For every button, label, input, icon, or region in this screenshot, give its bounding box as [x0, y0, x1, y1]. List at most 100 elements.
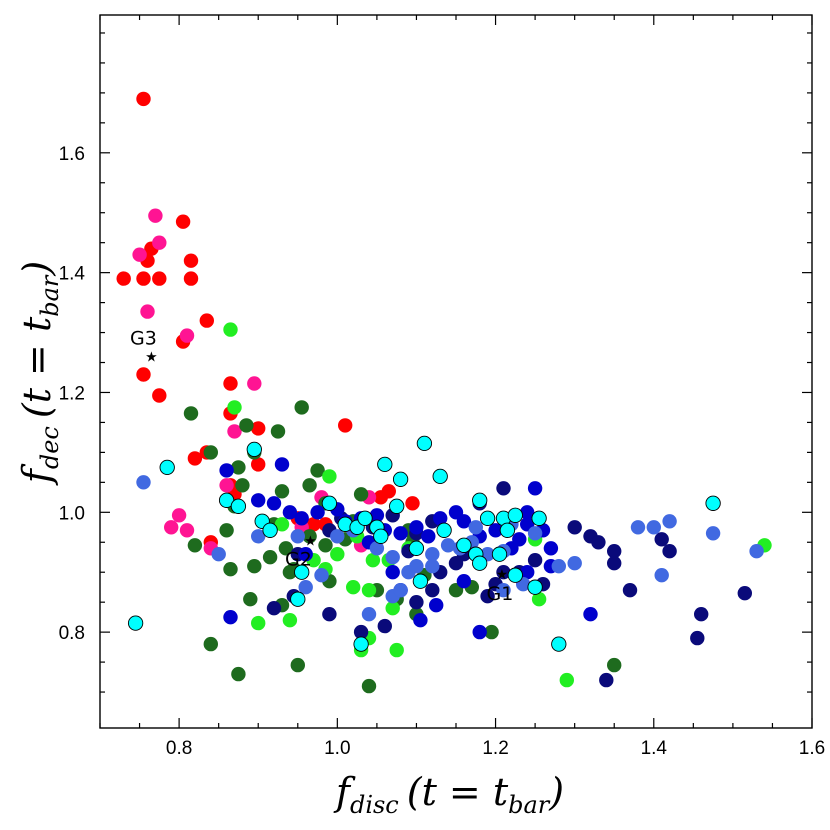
point-navy-14 — [527, 553, 543, 568]
point-red-6 — [136, 367, 151, 382]
y-axis-label: fdec(t = tbar) — [15, 261, 64, 486]
point-royal-7 — [385, 550, 400, 565]
point-darkgreen-4 — [231, 460, 246, 475]
point-royal-27 — [393, 583, 408, 598]
point-navy-19 — [607, 544, 622, 559]
x-tick-label-3: 1.4 — [641, 738, 668, 759]
point-blue-4 — [282, 505, 298, 520]
point-pink-4 — [179, 328, 195, 343]
point-red-28 — [338, 418, 353, 433]
point-navy-27 — [599, 672, 614, 688]
point-blue-30 — [385, 565, 400, 580]
point-red-16 — [187, 451, 203, 466]
point-blue-17 — [456, 514, 472, 529]
point-navy-22 — [654, 532, 669, 547]
point-navy-21 — [622, 583, 638, 598]
point-green-5 — [346, 580, 361, 595]
point-cyan-1 — [159, 459, 175, 476]
point-cyan-17 — [389, 498, 405, 514]
point-blue-25 — [543, 541, 559, 556]
point-blue-15 — [433, 511, 448, 526]
point-cyan-29 — [507, 507, 523, 523]
point-navy-12 — [496, 565, 511, 580]
point-cyan-32 — [531, 510, 547, 526]
point-red-7 — [152, 388, 167, 403]
point-blue-1 — [274, 457, 290, 472]
point-navy-26 — [737, 586, 752, 601]
point-navy-16 — [567, 520, 582, 535]
point-blue-36 — [429, 598, 444, 613]
point-cyan-4 — [230, 498, 247, 514]
point-navy-10 — [480, 589, 495, 604]
point-darkgreen-39 — [607, 657, 622, 673]
point-royal-24 — [705, 526, 721, 541]
point-darkgreen-36 — [290, 657, 305, 673]
point-red-26 — [381, 484, 396, 499]
point-royal-0 — [136, 475, 151, 490]
point-pink-9 — [164, 520, 179, 535]
point-green-20 — [322, 469, 337, 484]
point-cyan-20 — [416, 435, 433, 452]
point-red-23 — [306, 517, 321, 532]
point-red-5 — [152, 271, 167, 286]
point-cyan-6 — [262, 522, 278, 538]
point-blue-23 — [527, 481, 543, 496]
point-royal-33 — [496, 583, 511, 598]
point-darkgreen-37 — [361, 678, 377, 694]
point-navy-18 — [591, 535, 606, 550]
x-tick-label-0: 0.8 — [166, 738, 192, 759]
point-darkgreen-9 — [270, 424, 286, 439]
point-navy-28 — [496, 481, 511, 496]
point-darkgreen-5 — [235, 478, 250, 493]
point-cyan-27 — [491, 546, 508, 562]
point-royal-22 — [654, 568, 669, 583]
point-green-4 — [330, 547, 345, 562]
point-red-2 — [136, 271, 151, 286]
point-cyan-16 — [392, 471, 409, 487]
point-cyan-25 — [472, 492, 488, 508]
y-tick-label-4: 1.6 — [59, 144, 85, 165]
point-royal-11 — [440, 538, 456, 553]
point-cyan-0 — [127, 615, 144, 631]
point-cyan-14 — [373, 528, 389, 544]
point-pink-0 — [148, 208, 163, 223]
point-green-11 — [251, 615, 266, 631]
point-navy-25 — [690, 630, 705, 646]
point-royal-6 — [369, 541, 385, 556]
point-pink-5 — [247, 376, 262, 391]
point-royal-31 — [425, 559, 440, 574]
point-green-22 — [385, 601, 400, 616]
point-royal-3 — [290, 529, 305, 544]
point-green-6 — [361, 583, 377, 598]
point-red-1 — [116, 271, 131, 286]
point-blue-14 — [421, 529, 436, 544]
point-pink-2 — [132, 247, 147, 262]
point-royal-9 — [409, 559, 424, 574]
point-cyan-21 — [432, 468, 448, 485]
points-layer — [116, 91, 772, 694]
point-blue-38 — [520, 505, 535, 520]
point-darkgreen-34 — [203, 636, 218, 652]
point-green-14 — [389, 642, 404, 658]
point-darkgreen-28 — [243, 592, 258, 607]
point-green-9 — [365, 553, 381, 568]
point-blue-6 — [310, 505, 325, 520]
point-cyan-31 — [527, 579, 543, 595]
point-darkgreen-0 — [183, 406, 199, 421]
point-darkgreen-2 — [239, 418, 254, 433]
y-ticks: 0.8 1.0 1.2 1.4 1.6 — [59, 32, 812, 693]
point-green-17 — [531, 592, 547, 607]
point-green-12 — [282, 613, 298, 628]
point-blue-28 — [583, 607, 598, 622]
point-darkgreen-1 — [203, 445, 218, 460]
point-blue-32 — [298, 547, 313, 562]
point-pink-10 — [179, 523, 195, 538]
point-cyan-19 — [412, 573, 429, 589]
point-pink-8 — [171, 508, 187, 523]
point-royal-20 — [630, 520, 646, 535]
point-blue-12 — [393, 526, 408, 541]
point-blue-19 — [488, 523, 503, 538]
point-blue-31 — [223, 610, 238, 625]
point-darkgreen-11 — [302, 478, 317, 493]
